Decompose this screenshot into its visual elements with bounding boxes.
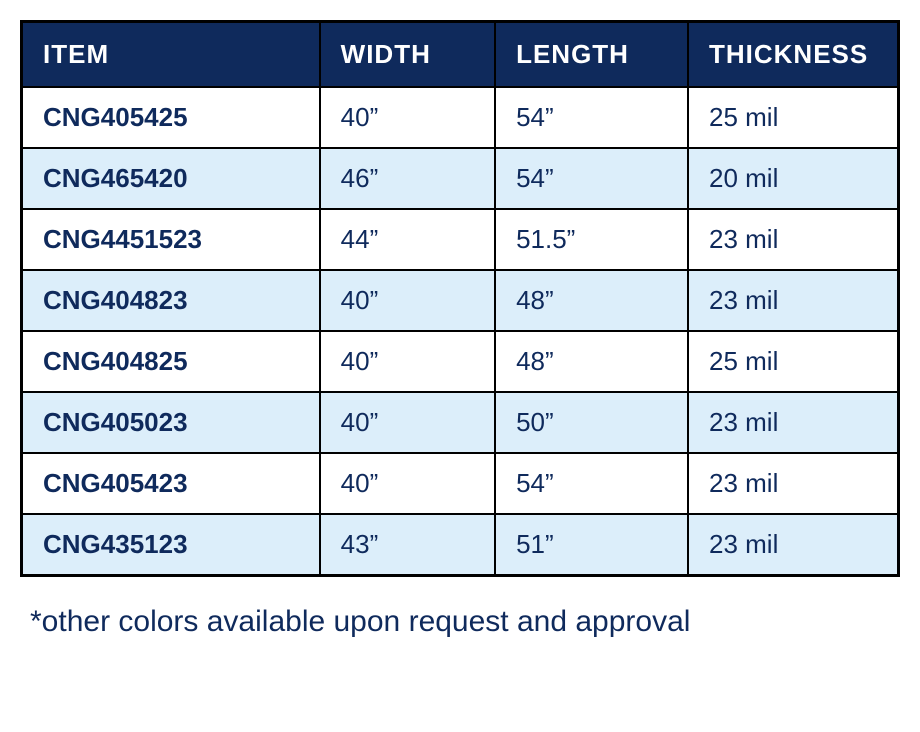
table-row: CNG435123 43” 51” 23 mil [22,514,899,576]
cell-item: CNG405023 [22,392,320,453]
cell-thickness: 23 mil [688,270,899,331]
cell-length: 54” [495,87,688,148]
cell-length: 48” [495,270,688,331]
table-row: CNG405425 40” 54” 25 mil [22,87,899,148]
cell-length: 54” [495,453,688,514]
cell-item: CNG404823 [22,270,320,331]
cell-width: 40” [320,87,495,148]
cell-length: 51.5” [495,209,688,270]
cell-item: CNG404825 [22,331,320,392]
table-row: CNG405023 40” 50” 23 mil [22,392,899,453]
cell-thickness: 23 mil [688,453,899,514]
cell-width: 44” [320,209,495,270]
header-width: WIDTH [320,22,495,88]
cell-thickness: 23 mil [688,209,899,270]
cell-item: CNG405425 [22,87,320,148]
cell-width: 46” [320,148,495,209]
cell-length: 54” [495,148,688,209]
cell-thickness: 25 mil [688,87,899,148]
cell-width: 40” [320,331,495,392]
footnote-text: *other colors available upon request and… [20,601,900,643]
cell-width: 40” [320,392,495,453]
cell-thickness: 23 mil [688,392,899,453]
cell-item: CNG465420 [22,148,320,209]
table-header-row: ITEM WIDTH LENGTH THICKNESS [22,22,899,88]
cell-thickness: 25 mil [688,331,899,392]
header-thickness: THICKNESS [688,22,899,88]
table-row: CNG465420 46” 54” 20 mil [22,148,899,209]
cell-thickness: 23 mil [688,514,899,576]
table-row: CNG405423 40” 54” 23 mil [22,453,899,514]
cell-item: CNG405423 [22,453,320,514]
cell-thickness: 20 mil [688,148,899,209]
cell-length: 51” [495,514,688,576]
cell-length: 50” [495,392,688,453]
table-row: CNG404825 40” 48” 25 mil [22,331,899,392]
cell-width: 43” [320,514,495,576]
cell-width: 40” [320,453,495,514]
cell-item: CNG4451523 [22,209,320,270]
cell-item: CNG435123 [22,514,320,576]
table-row: CNG404823 40” 48” 23 mil [22,270,899,331]
cell-length: 48” [495,331,688,392]
header-item: ITEM [22,22,320,88]
header-length: LENGTH [495,22,688,88]
table-row: CNG4451523 44” 51.5” 23 mil [22,209,899,270]
cell-width: 40” [320,270,495,331]
specifications-table: ITEM WIDTH LENGTH THICKNESS CNG405425 40… [20,20,900,577]
